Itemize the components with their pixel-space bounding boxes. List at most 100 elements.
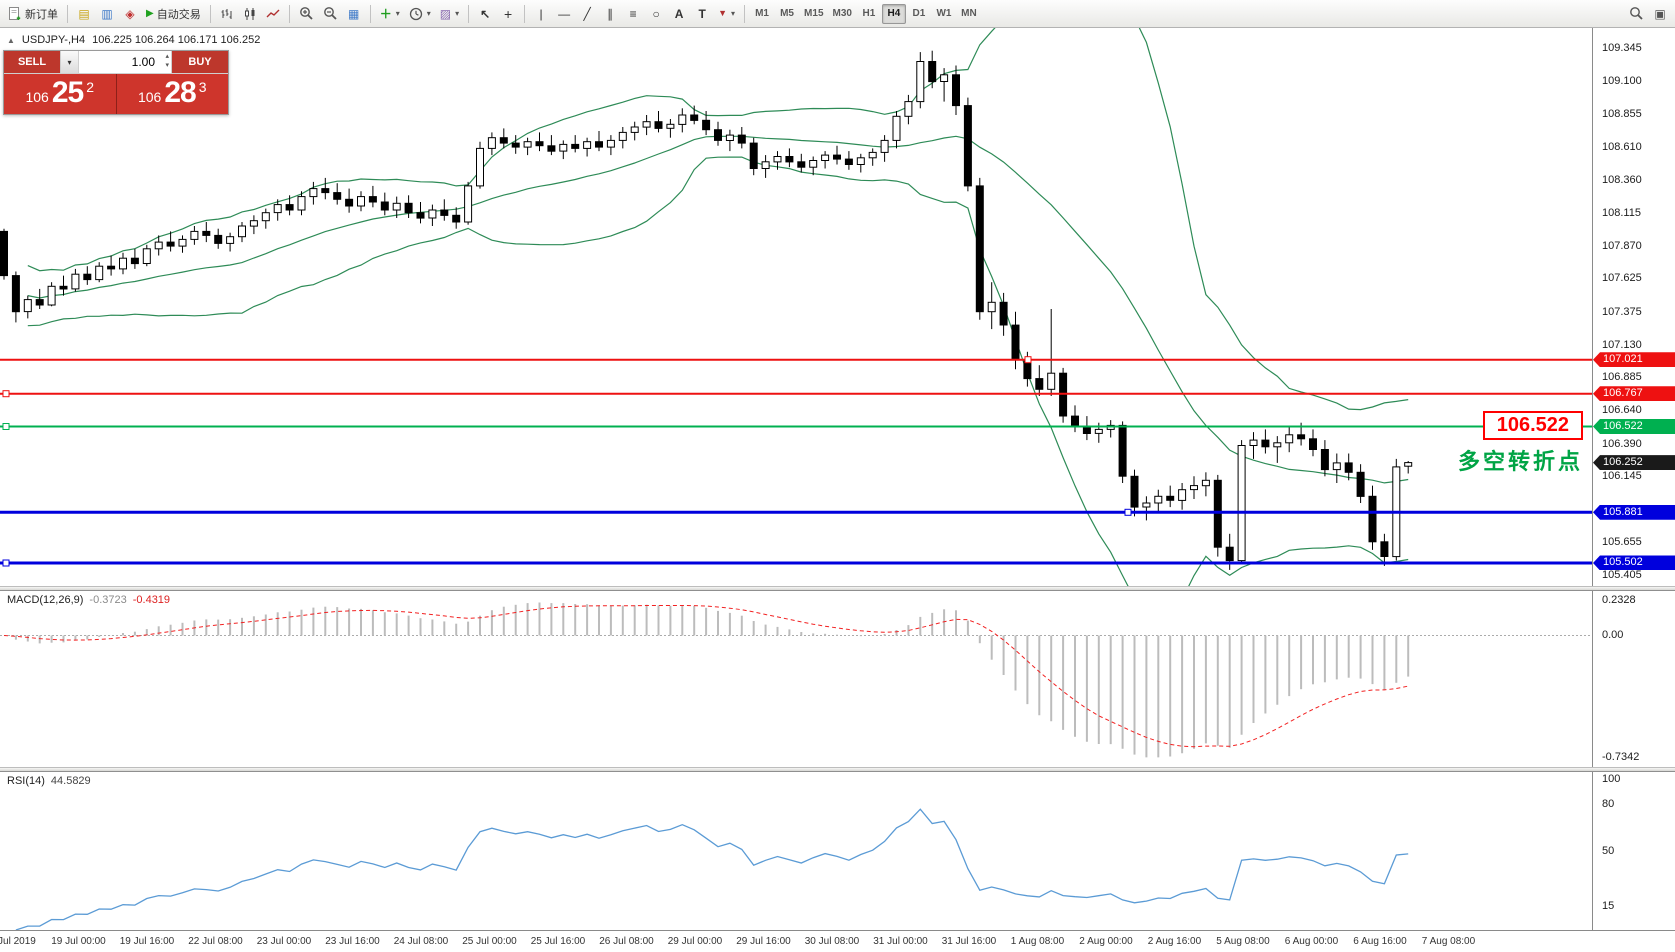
macd-canvas	[0, 602, 1593, 758]
macd-scale-label: 0.00	[1602, 629, 1624, 642]
fibonacci-button[interactable]: ≡	[622, 3, 644, 25]
time-axis-label: 19 Jul 00:00	[51, 936, 106, 947]
text-tool-icon: A	[674, 6, 684, 21]
zoom-in-button[interactable]	[295, 3, 318, 25]
timeframe-w1[interactable]: W1	[932, 4, 956, 24]
rsi-panel[interactable]: RSI(14) 44.5829 100 80 50 15	[0, 772, 1675, 930]
new-window-button[interactable]: ▣	[1649, 3, 1671, 25]
volume-spinner[interactable]: ▴ ▾	[165, 52, 169, 70]
turning-point-annotation[interactable]: 多空转折点	[1457, 449, 1583, 474]
main-chart-window[interactable]: ▲ USDJPY-,H4 106.225 106.264 106.171 106…	[0, 28, 1675, 586]
candlestick-series	[0, 50, 1413, 570]
data-window-button[interactable]: ▥	[96, 3, 118, 25]
level-line-handle	[1024, 356, 1032, 364]
price-level-chip: 107.021	[1593, 352, 1675, 368]
toolbar: 新订单 ▤ ▥ ◈ ▶ 自动交易 ▦ ＋ ▾ ▾ ▨ ▾ ↖ + | — ╱ ∥…	[0, 0, 1675, 28]
bollinger-middle	[27, 135, 1409, 484]
vertical-line-button[interactable]: |	[530, 3, 552, 25]
time-axis-label: 1 Aug 08:00	[1010, 936, 1065, 947]
data-window-icon: ▥	[101, 6, 113, 21]
periods-button[interactable]: ▾	[405, 3, 435, 25]
price-tick-label: 107.625	[1602, 272, 1642, 285]
crosshair-button[interactable]: +	[497, 3, 519, 25]
sell-price-button[interactable]: 106 25 2	[4, 74, 116, 114]
templates-button[interactable]: ▨ ▾	[436, 3, 463, 25]
price-level-chip: 106.522	[1593, 418, 1675, 434]
time-axis-label: 23 Jul 00:00	[256, 936, 312, 947]
sell-button[interactable]: SELL	[4, 51, 60, 73]
label-tool-button[interactable]: T	[691, 3, 713, 25]
autotrading-play-icon: ▶	[146, 7, 154, 19]
timeframe-m5[interactable]: M5	[775, 4, 799, 24]
timeframe-mn[interactable]: MN	[957, 4, 981, 24]
caret-down-icon: ▾	[426, 9, 431, 18]
macd-panel[interactable]: MACD(12,26,9) -0.3723 -0.4319 0.2328 0.00…	[0, 591, 1675, 767]
time-axis-label: 2 Aug 16:00	[1147, 936, 1202, 947]
market-watch-button[interactable]: ▤	[73, 3, 95, 25]
price-tick-label: 108.610	[1602, 140, 1642, 153]
arrows-tool-icon: ▼	[718, 8, 728, 18]
autotrading-button[interactable]: ▶ 自动交易	[142, 3, 205, 25]
trendline-button[interactable]: ╱	[576, 3, 598, 25]
price-tick-label: 106.390	[1602, 437, 1642, 450]
shapes-button[interactable]: ○	[645, 3, 667, 25]
search-button[interactable]	[1625, 3, 1648, 25]
timeframe-d1[interactable]: D1	[907, 4, 931, 24]
buy-button[interactable]: BUY	[172, 51, 228, 73]
rsi-line	[15, 808, 1409, 930]
timeframe-m1[interactable]: M1	[750, 4, 774, 24]
panel-separator[interactable]	[0, 767, 1675, 772]
bar-chart-button[interactable]	[216, 3, 238, 25]
macd-signal-line	[3, 605, 1409, 748]
rsi-scale: 100 80 50 15	[1592, 772, 1675, 930]
caret-down-icon: ▾	[455, 9, 460, 18]
tile-windows-icon: ▦	[348, 6, 360, 21]
time-axis-label: 22 Jul 08:00	[188, 936, 243, 947]
bar-chart-icon	[221, 8, 232, 19]
candlestick-chart-button[interactable]	[239, 3, 261, 25]
timeframe-m15[interactable]: M15	[800, 4, 827, 24]
price-tick-label: 109.100	[1602, 75, 1642, 88]
price-tick-label: 108.855	[1602, 107, 1642, 120]
arrows-tool-button[interactable]: ▼ ▾	[714, 3, 739, 25]
line-chart-button[interactable]	[262, 3, 284, 25]
new-order-label: 新订单	[25, 8, 58, 21]
timeframe-m30[interactable]: M30	[829, 4, 856, 24]
level-lines[interactable]	[0, 356, 1593, 567]
time-axis-label: 7 Aug 08:00	[1421, 936, 1476, 947]
buy-price-button[interactable]: 106 28 3	[116, 74, 228, 114]
cursor-button[interactable]: ↖	[474, 3, 496, 25]
volume-input[interactable]	[79, 51, 171, 73]
macd-scale-label: -0.7342	[1602, 751, 1640, 763]
macd-value-signal: -0.4319	[132, 594, 171, 606]
price-level-annotation[interactable]: 106.522	[1482, 411, 1583, 440]
zoom-out-button[interactable]	[319, 3, 342, 25]
rsi-label: RSI(14)	[7, 775, 45, 787]
timeframe-h4[interactable]: H4	[881, 3, 906, 24]
channel-button[interactable]: ∥	[599, 3, 621, 25]
spin-down-icon: ▾	[165, 62, 169, 69]
caret-down-icon: ▾	[731, 9, 736, 18]
toolbar-separator	[744, 4, 746, 23]
time-axis[interactable]: 18 Jul 2019 19 Jul 00:00 19 Jul 16:00 22 Ju…	[0, 930, 1675, 952]
time-axis-label: 25 Jul 16:00	[530, 936, 586, 947]
time-axis-label: 23 Jul 16:00	[325, 936, 380, 947]
panel-separator[interactable]	[0, 586, 1675, 591]
indicators-button[interactable]: ＋ ▾	[376, 3, 404, 25]
rsi-canvas	[15, 808, 1409, 930]
new-order-button[interactable]: 新订单	[4, 3, 62, 25]
toolbar-separator	[468, 4, 470, 23]
text-tool-button[interactable]: A	[668, 3, 690, 25]
time-axis-label: 25 Jul 00:00	[462, 936, 517, 947]
horizontal-line-button[interactable]: —	[553, 3, 575, 25]
buy-price-big: 28	[164, 76, 196, 109]
price-tick-label: 107.375	[1602, 305, 1642, 318]
volume-dropdown-button[interactable]: ▾	[61, 51, 78, 73]
navigator-button[interactable]: ◈	[119, 3, 141, 25]
timeframe-h1[interactable]: H1	[857, 4, 881, 24]
rsi-scale-label: 15	[1602, 900, 1615, 913]
price-scale[interactable]: 109.345 109.100 108.855 108.610 108.360 108.1…	[1592, 28, 1675, 586]
main-chart-canvas[interactable]	[0, 28, 1593, 586]
price-level-chip: 106.252	[1593, 455, 1675, 471]
tile-windows-button[interactable]: ▦	[343, 3, 365, 25]
